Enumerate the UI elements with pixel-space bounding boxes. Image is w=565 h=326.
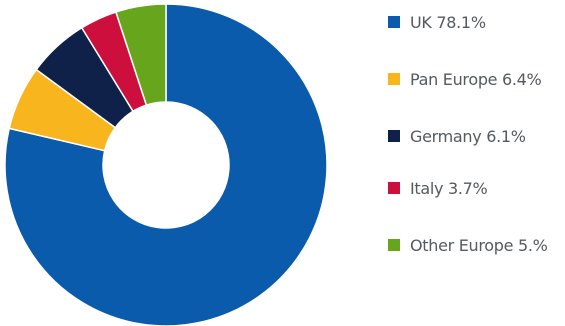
- donut-chart-plot: [4, 3, 328, 326]
- legend-label-other-europe: Other Europe 5.%: [410, 235, 548, 255]
- legend-item-italy: Italy 3.7%: [388, 176, 488, 200]
- legend-swatch-germany: [388, 130, 400, 142]
- legend-label-uk: UK 78.1%: [410, 12, 486, 32]
- legend-swatch-italy: [388, 182, 400, 194]
- legend-item-uk: UK 78.1%: [388, 10, 486, 34]
- legend-swatch-uk: [388, 16, 400, 28]
- slice-other-europe: [115, 3, 167, 106]
- chart-legend: UK 78.1% Pan Europe 6.4% Germany 6.1% It…: [388, 0, 565, 326]
- legend-swatch-pan-europe: [388, 73, 400, 85]
- legend-item-germany: Germany 6.1%: [388, 124, 526, 148]
- legend-item-pan-europe: Pan Europe 6.4%: [388, 67, 542, 91]
- slice-uk: [4, 3, 328, 326]
- legend-label-pan-europe: Pan Europe 6.4%: [410, 69, 542, 89]
- donut-slices: [4, 3, 328, 326]
- legend-item-other-europe: Other Europe 5.%: [388, 233, 548, 257]
- legend-swatch-other-europe: [388, 239, 400, 251]
- legend-label-germany: Germany 6.1%: [410, 126, 526, 146]
- legend-label-italy: Italy 3.7%: [410, 178, 488, 198]
